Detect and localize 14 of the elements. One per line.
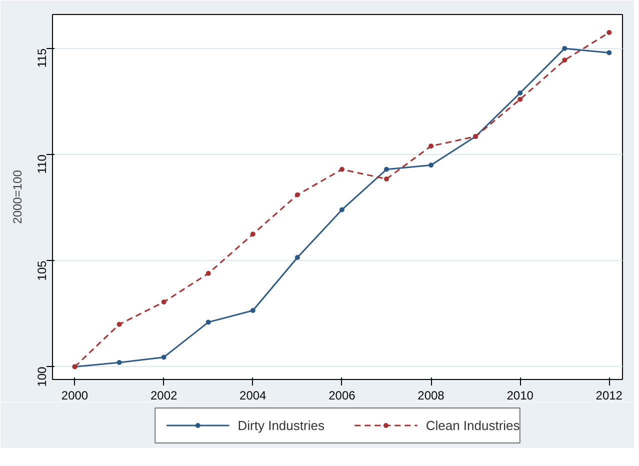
legend-label: Dirty Industries <box>238 418 325 433</box>
y-tick-label: 110 <box>35 154 49 174</box>
y-axis-title: 2000=100 <box>10 170 24 224</box>
x-tick-label: 2004 <box>240 388 267 402</box>
x-tick-label: 2008 <box>418 388 445 402</box>
y-tick-label: 100 <box>35 366 49 387</box>
x-tick-label: 2010 <box>506 388 534 402</box>
y-tick-label: 115 <box>35 48 49 68</box>
x-tick-label: 2006 <box>328 388 356 402</box>
x-tick-label: 2012 <box>596 388 623 402</box>
y-tick-label: 105 <box>35 260 49 281</box>
x-tick-label: 2000 <box>61 388 88 402</box>
x-tick-label: 2002 <box>150 388 178 402</box>
legend-label: Clean Industries <box>426 418 520 433</box>
